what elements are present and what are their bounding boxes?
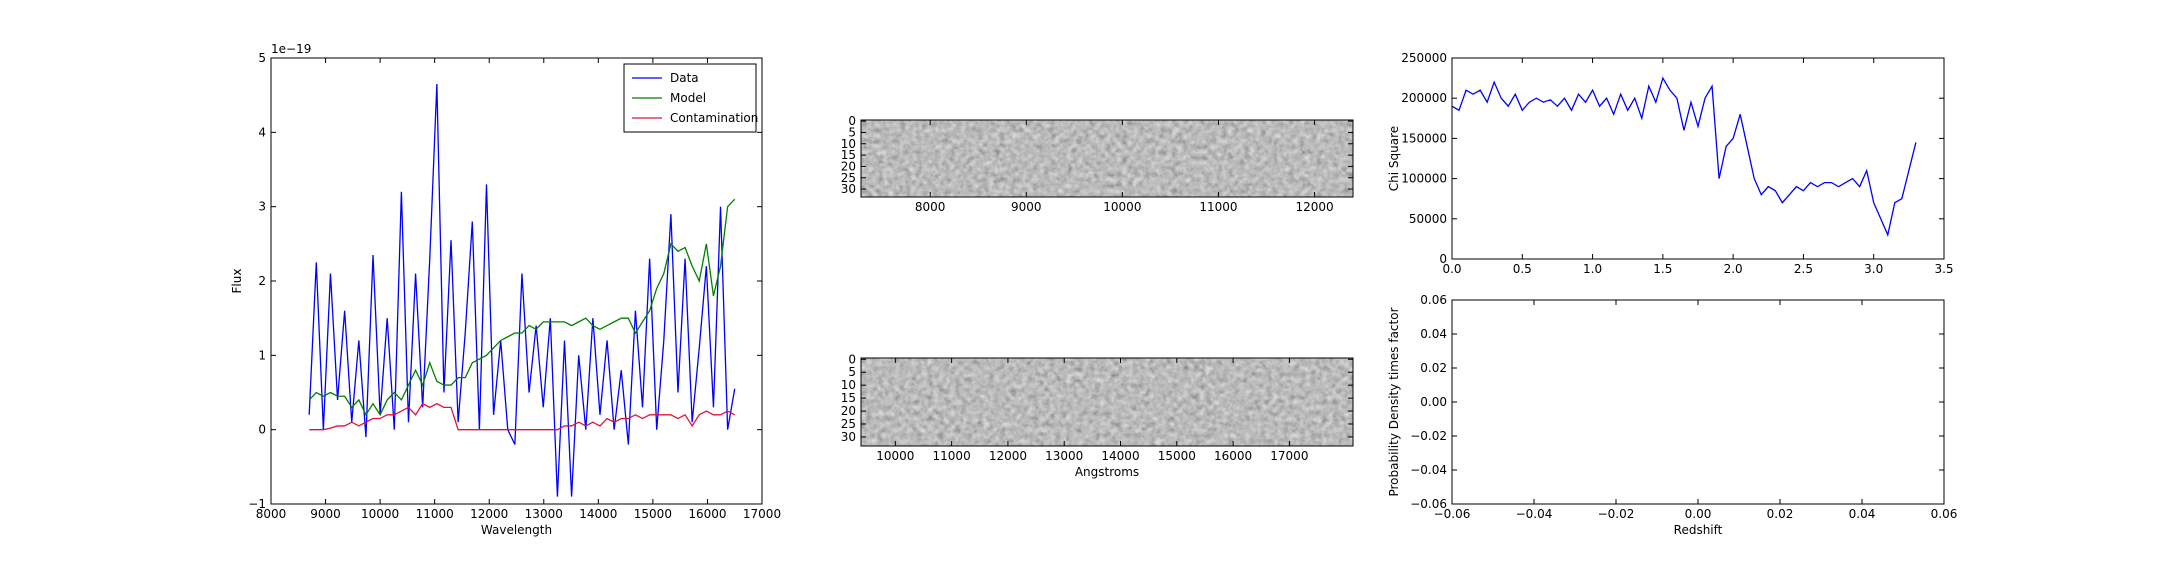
y-tick-label: 4 (258, 125, 266, 139)
x-tick-label: 16000 (688, 507, 726, 521)
y-tick-label: 25 (841, 171, 856, 185)
x-axis-label: Angstroms (1075, 465, 1139, 479)
x-tick-label: 10000 (361, 507, 399, 521)
y-tick-label: 5 (258, 51, 266, 65)
x-tick-label: 12000 (470, 507, 508, 521)
y-tick-label: 0.06 (1420, 293, 1447, 307)
x-tick-label: 3.5 (1934, 262, 1953, 276)
x-tick-label: 17000 (1270, 449, 1308, 463)
x-tick-label: 0.04 (1849, 507, 1876, 521)
x-tick-label: 11000 (933, 449, 971, 463)
legend-label: Contamination (670, 111, 758, 125)
y-tick-label: 0.02 (1420, 361, 1447, 375)
legend-label: Model (670, 91, 706, 105)
y-tick-label: 15 (841, 391, 856, 405)
axes-background (1452, 58, 1944, 259)
x-tick-label: 8000 (915, 200, 946, 214)
x-tick-label: 0.00 (1685, 507, 1712, 521)
x-tick-label: 1.5 (1653, 262, 1672, 276)
x-tick-label: 12000 (989, 449, 1027, 463)
y-tick-label: 10 (841, 378, 856, 392)
spectrum-image (861, 120, 1353, 197)
legend-label: Data (670, 71, 699, 85)
x-tick-label: 0.02 (1767, 507, 1794, 521)
data-line (309, 402, 736, 431)
x-tick-label: 15000 (1158, 449, 1196, 463)
y-tick-label: 5 (848, 125, 856, 139)
x-tick-label: 12000 (1295, 200, 1333, 214)
y-tick-label: 100000 (1401, 172, 1447, 186)
y-tick-label: 20 (841, 159, 856, 173)
x-axis-label: Redshift (1674, 523, 1723, 537)
x-tick-label: 2.5 (1794, 262, 1813, 276)
y-tick-label: 0 (1439, 252, 1447, 266)
y-tick-label: −0.02 (1410, 429, 1447, 443)
x-tick-label: 8000 (256, 507, 287, 521)
x-tick-label: 10000 (1103, 200, 1141, 214)
y-tick-label: −1 (248, 497, 266, 511)
y-tick-label: 0.04 (1420, 327, 1447, 341)
y-tick-label: 0.00 (1420, 395, 1447, 409)
x-tick-label: 13000 (525, 507, 563, 521)
x-tick-label: 9000 (310, 507, 341, 521)
y-tick-label: 30 (841, 182, 856, 196)
y-tick-label: 0 (848, 114, 856, 128)
y-tick-label: 200000 (1401, 91, 1447, 105)
y-tick-label: 10 (841, 137, 856, 151)
offset-text: 1e−19 (271, 42, 311, 56)
x-tick-label: 0.0 (1442, 262, 1461, 276)
x-tick-label: 11000 (416, 507, 454, 521)
x-tick-label: 14000 (579, 507, 617, 521)
x-tick-label: 1.0 (1583, 262, 1602, 276)
x-tick-label: 17000 (743, 507, 781, 521)
y-tick-label: 15 (841, 148, 856, 162)
x-tick-label: −0.04 (1516, 507, 1553, 521)
y-tick-label: 250000 (1401, 51, 1447, 65)
y-axis-label: Chi Square (1387, 126, 1401, 191)
y-axis-label: Probability Density times factor (1387, 307, 1401, 496)
y-tick-label: 25 (841, 417, 856, 431)
y-tick-label: 5 (848, 365, 856, 379)
axes-frame (860, 357, 1354, 447)
data-line (308, 198, 736, 417)
axes-background (1452, 300, 1944, 504)
x-tick-label: 3.0 (1864, 262, 1883, 276)
x-tick-label: 0.5 (1513, 262, 1532, 276)
data-line (1452, 76, 1917, 237)
spectrum-image (861, 358, 1353, 446)
x-tick-label: 13000 (1045, 449, 1083, 463)
x-tick-label: 10000 (876, 449, 914, 463)
y-tick-label: 2 (258, 274, 266, 288)
x-tick-label: 16000 (1214, 449, 1252, 463)
y-tick-label: 20 (841, 404, 856, 418)
x-tick-label: 15000 (634, 507, 672, 521)
y-tick-label: −0.04 (1410, 463, 1447, 477)
y-axis-label: Flux (230, 269, 244, 294)
y-tick-label: 1 (258, 348, 266, 362)
x-axis-label: Wavelength (481, 523, 552, 537)
x-tick-label: −0.06 (1434, 507, 1471, 521)
y-tick-label: 0 (848, 352, 856, 366)
axes-frame (1451, 57, 1945, 260)
y-tick-label: 30 (841, 430, 856, 444)
y-tick-label: 3 (258, 200, 266, 214)
y-tick-label: 150000 (1401, 131, 1447, 145)
y-tick-label: −0.06 (1410, 497, 1447, 511)
y-tick-label: 0 (258, 423, 266, 437)
x-tick-label: 9000 (1011, 200, 1042, 214)
axes-frame (860, 119, 1354, 198)
x-tick-label: 2.0 (1724, 262, 1743, 276)
x-tick-label: 11000 (1199, 200, 1237, 214)
x-tick-label: −0.02 (1598, 507, 1635, 521)
x-tick-label: 14000 (1101, 449, 1139, 463)
x-tick-label: 0.06 (1931, 507, 1958, 521)
y-tick-label: 50000 (1409, 212, 1447, 226)
